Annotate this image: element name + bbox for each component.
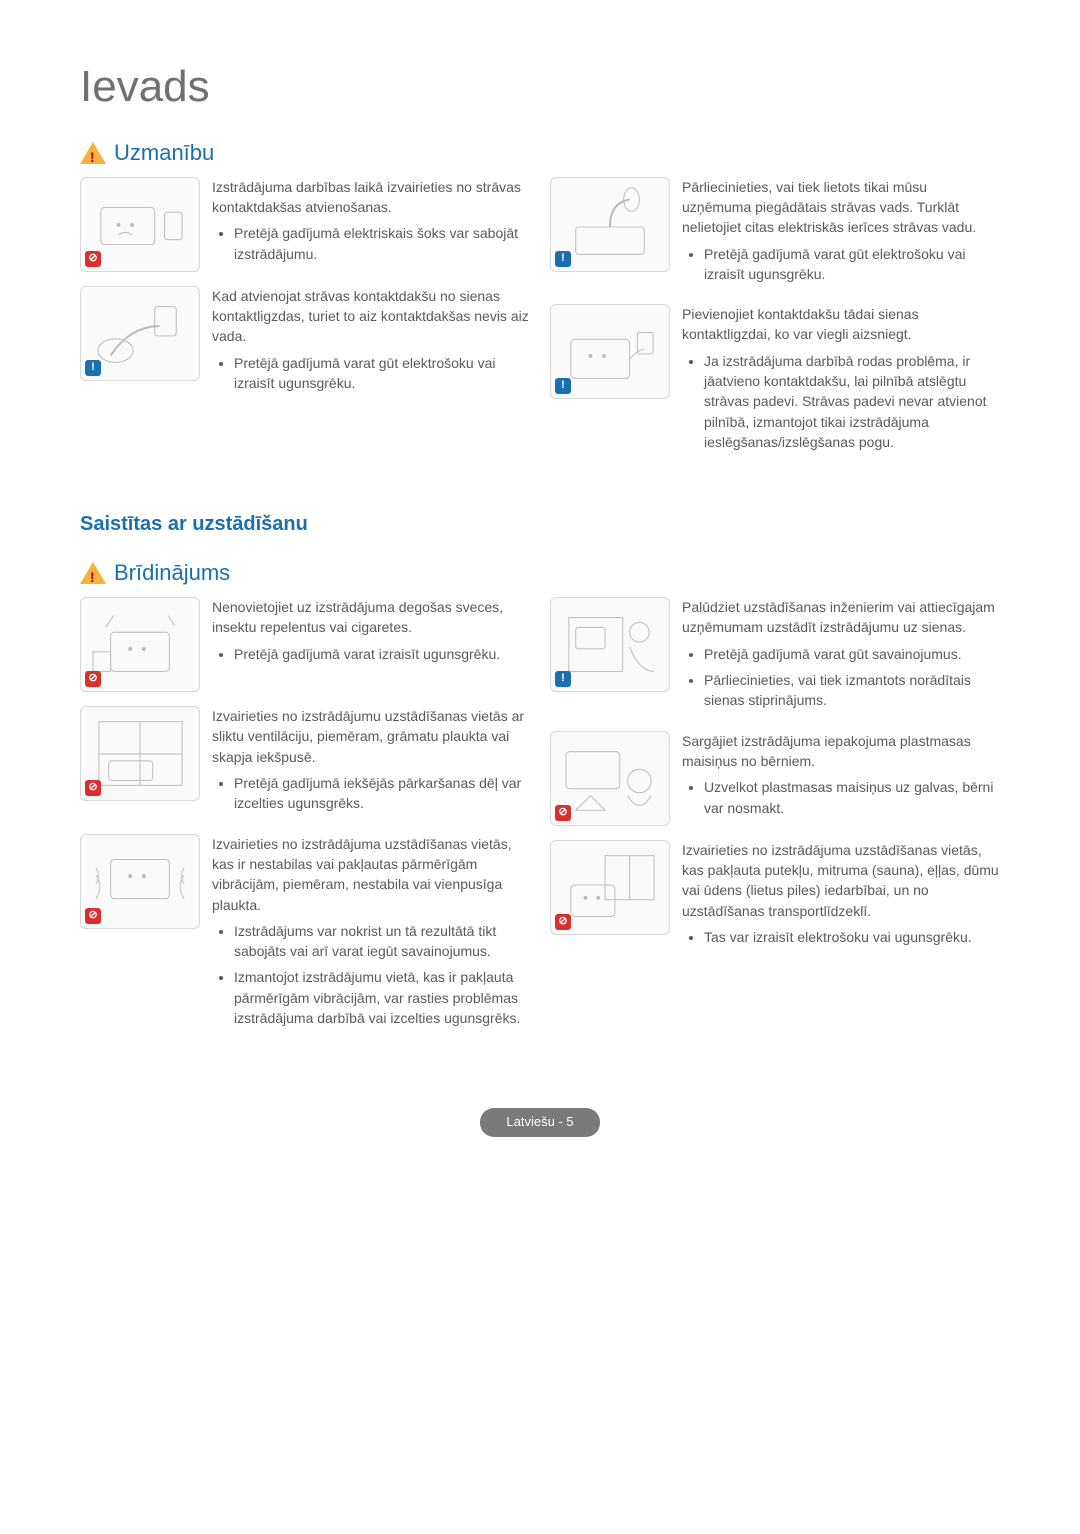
illustration <box>80 286 200 381</box>
warning-item: Palūdziet uzstādīšanas inženierim vai at… <box>550 597 1000 716</box>
caution-bullet: Pretējā gadījumā varat gūt elektrošoku v… <box>234 353 530 394</box>
caution-item: Izstrādājuma darbības laikā izvairieties… <box>80 177 530 272</box>
warning-para: Sargājiet izstrādājuma iepakojuma plastm… <box>682 731 1000 772</box>
page-number: Latviešu - 5 <box>480 1108 599 1137</box>
warning-bullet: Izstrādājums var nokrist un tā rezultātā… <box>234 921 530 962</box>
warning-heading-row: Brīdinājums <box>80 557 1000 589</box>
caution-left-col: Izstrādājuma darbības laikā izvairieties… <box>80 177 530 473</box>
warning-para: Nenovietojiet uz izstrādājuma degošas sv… <box>212 597 530 638</box>
warning-item: Nenovietojiet uz izstrādājuma degošas sv… <box>80 597 530 692</box>
caution-item: Pārliecinieties, vai tiek lietots tikai … <box>550 177 1000 290</box>
warning-bullet: Pretējā gadījumā varat gūt savainojumus. <box>704 644 1000 664</box>
illustration <box>550 304 670 399</box>
caution-para: Pievienojiet kontaktdakšu tādai sienas k… <box>682 304 1000 345</box>
warning-left-col: Nenovietojiet uz izstrādājuma degošas sv… <box>80 597 530 1048</box>
warning-bullet: Uzvelkot plastmasas maisiņus uz galvas, … <box>704 777 1000 818</box>
warning-text: Izvairieties no izstrādājumu uzstādīšana… <box>212 706 530 819</box>
caution-item: Kad atvienojat strāvas kontaktdakšu no s… <box>80 286 530 399</box>
warning-bullet: Pārliecinieties, vai tiek izmantots norā… <box>704 670 1000 711</box>
caution-right-col: Pārliecinieties, vai tiek lietots tikai … <box>550 177 1000 473</box>
illustration <box>80 177 200 272</box>
warning-item: Sargājiet izstrādājuma iepakojuma plastm… <box>550 731 1000 826</box>
prohibit-icon <box>85 908 101 924</box>
warning-triangle-icon <box>80 142 106 164</box>
prohibit-icon <box>85 780 101 796</box>
info-icon <box>555 378 571 394</box>
warning-right-col: Palūdziet uzstādīšanas inženierim vai at… <box>550 597 1000 1048</box>
page-footer: Latviešu - 5 <box>80 1108 1000 1137</box>
page-title: Ievads <box>80 55 1000 119</box>
warning-text: Izvairieties no izstrādājuma uzstādīšana… <box>212 834 530 1035</box>
illustration <box>550 840 670 935</box>
warning-para: Palūdziet uzstādīšanas inženierim vai at… <box>682 597 1000 638</box>
caution-text: Izstrādājuma darbības laikā izvairieties… <box>212 177 530 272</box>
caution-text: Pievienojiet kontaktdakšu tādai sienas k… <box>682 304 1000 458</box>
warning-item: Izvairieties no izstrādājumu uzstādīšana… <box>80 706 530 819</box>
warning-columns: Nenovietojiet uz izstrādājuma degošas sv… <box>80 597 1000 1048</box>
warning-item: Izvairieties no izstrādājuma uzstādīšana… <box>550 840 1000 953</box>
warning-bullet: Pretējā gadījumā varat izraisīt ugunsgrē… <box>234 644 530 664</box>
caution-para: Izstrādājuma darbības laikā izvairieties… <box>212 177 530 218</box>
caution-para: Pārliecinieties, vai tiek lietots tikai … <box>682 177 1000 238</box>
caution-bullet: Pretējā gadījumā elektriskais šoks var s… <box>234 223 530 264</box>
caution-bullet: Pretējā gadījumā varat gūt elektrošoku v… <box>704 244 1000 285</box>
warning-bullet: Pretējā gadījumā iekšējās pārkaršanas dē… <box>234 773 530 814</box>
caution-bullet: Ja izstrādājuma darbībā rodas problēma, … <box>704 351 1000 452</box>
warning-bullet: Tas var izraisīt elektrošoku vai ugunsgr… <box>704 927 1000 947</box>
prohibit-icon <box>555 805 571 821</box>
illustration <box>80 597 200 692</box>
warning-text: Palūdziet uzstādīšanas inženierim vai at… <box>682 597 1000 716</box>
warning-para: Izvairieties no izstrādājuma uzstādīšana… <box>682 840 1000 921</box>
info-icon <box>555 671 571 687</box>
illustration <box>550 597 670 692</box>
warning-bullet: Izmantojot izstrādājumu vietā, kas ir pa… <box>234 967 530 1028</box>
warning-text: Nenovietojiet uz izstrādājuma degošas sv… <box>212 597 530 692</box>
section-title: Saistītas ar uzstādīšanu <box>80 510 1000 539</box>
prohibit-icon <box>555 914 571 930</box>
warning-heading: Brīdinājums <box>114 557 230 589</box>
caution-item: Pievienojiet kontaktdakšu tādai sienas k… <box>550 304 1000 458</box>
caution-columns: Izstrādājuma darbības laikā izvairieties… <box>80 177 1000 473</box>
caution-heading: Uzmanību <box>114 137 214 169</box>
warning-para: Izvairieties no izstrādājuma uzstādīšana… <box>212 834 530 915</box>
warning-triangle-icon <box>80 562 106 584</box>
caution-heading-row: Uzmanību <box>80 137 1000 169</box>
illustration <box>550 731 670 826</box>
prohibit-icon <box>85 671 101 687</box>
warning-text: Izvairieties no izstrādājuma uzstādīšana… <box>682 840 1000 953</box>
caution-text: Kad atvienojat strāvas kontaktdakšu no s… <box>212 286 530 399</box>
prohibit-icon <box>85 251 101 267</box>
info-icon <box>85 360 101 376</box>
caution-para: Kad atvienojat strāvas kontaktdakšu no s… <box>212 286 530 347</box>
illustration <box>80 706 200 801</box>
caution-text: Pārliecinieties, vai tiek lietots tikai … <box>682 177 1000 290</box>
warning-para: Izvairieties no izstrādājumu uzstādīšana… <box>212 706 530 767</box>
info-icon <box>555 251 571 267</box>
warning-text: Sargājiet izstrādājuma iepakojuma plastm… <box>682 731 1000 826</box>
illustration <box>80 834 200 929</box>
warning-item: Izvairieties no izstrādājuma uzstādīšana… <box>80 834 530 1035</box>
illustration <box>550 177 670 272</box>
